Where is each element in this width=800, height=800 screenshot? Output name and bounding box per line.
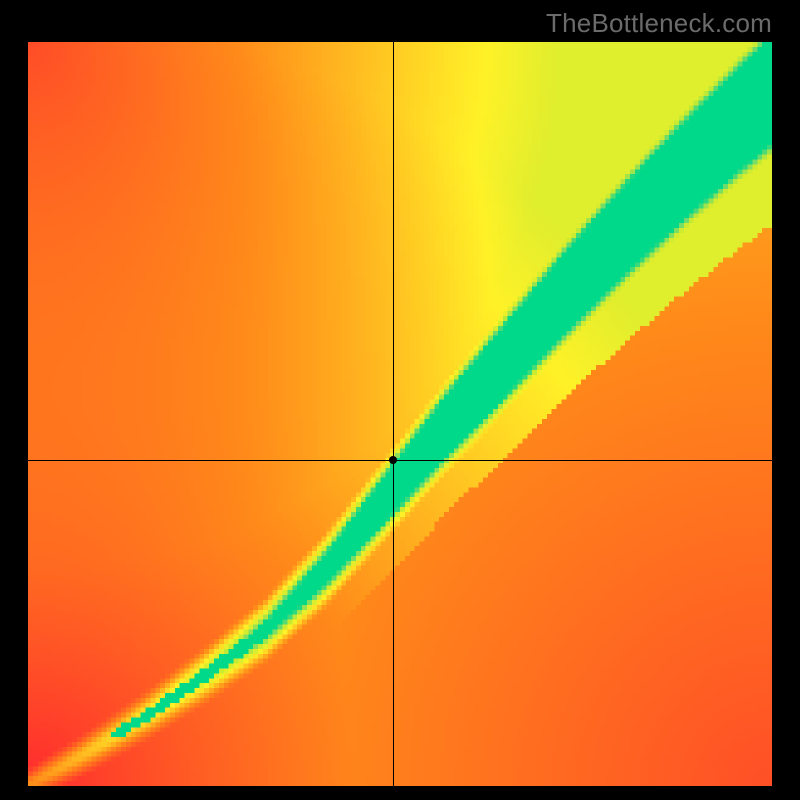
heatmap-canvas bbox=[28, 42, 772, 786]
watermark-text: TheBottleneck.com bbox=[546, 8, 772, 39]
bottleneck-heatmap bbox=[28, 42, 772, 786]
crosshair-horizontal bbox=[28, 460, 772, 461]
crosshair-vertical bbox=[393, 42, 394, 786]
crosshair-marker bbox=[389, 456, 397, 464]
